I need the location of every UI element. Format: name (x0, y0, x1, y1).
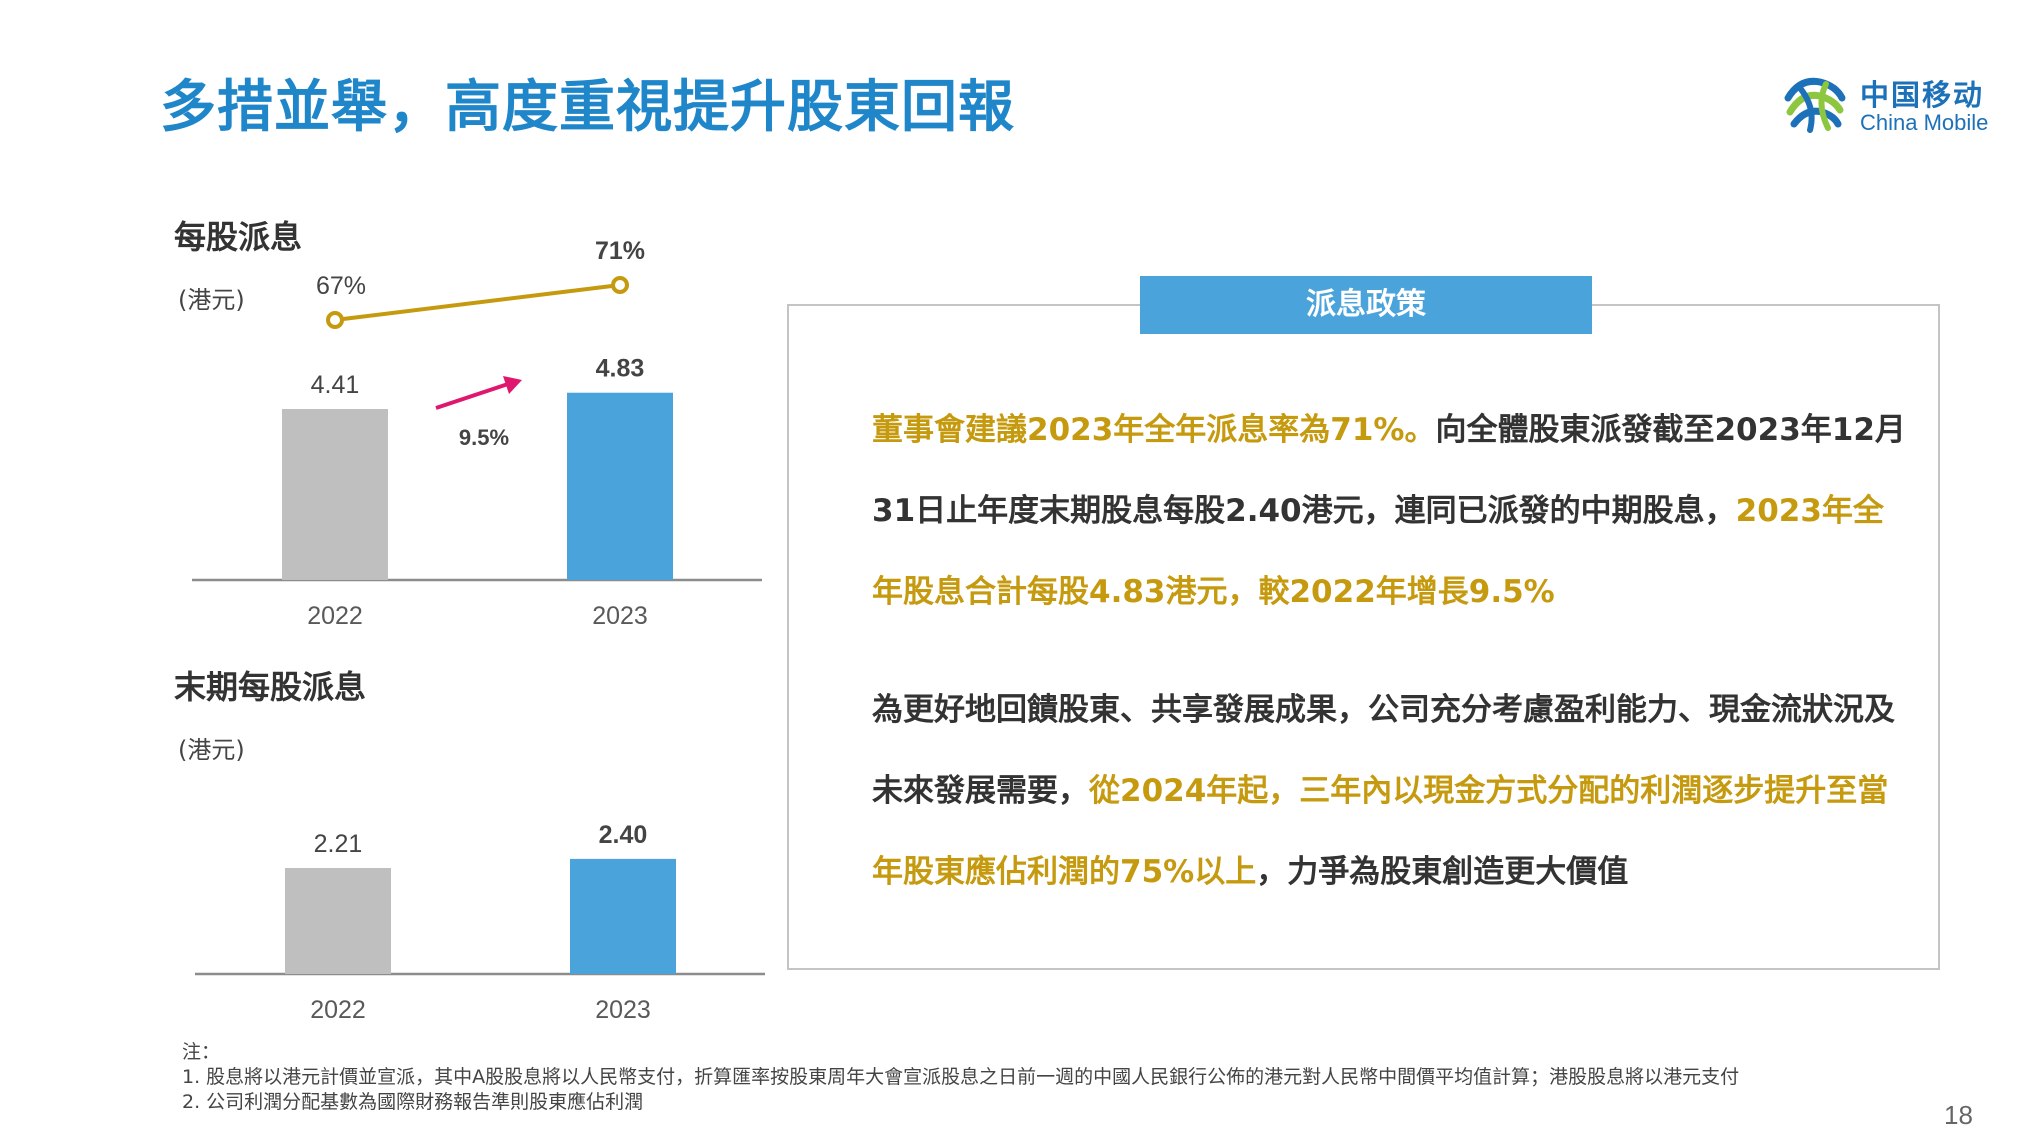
chart1-category-label-2023: 2023 (592, 602, 648, 630)
chart2-category-label-2022: 2022 (310, 996, 366, 1024)
chart2-bar-2023 (570, 858, 676, 974)
payout-ratio-line (334, 283, 621, 322)
logo-text-en: China Mobile (1860, 110, 1989, 135)
growth-arrow-line (435, 382, 509, 410)
footnotes: 注： 1. 股息將以港元計價並宣派，其中A股股息將以人民幣支付，折算匯率按股東周… (182, 1040, 1739, 1115)
chart1-bar-2023 (567, 392, 673, 580)
growth-label: 9.5% (459, 425, 509, 450)
footnote-1: 1. 股息將以港元計價並宣派，其中A股股息將以人民幣支付，折算匯率按股東周年大會… (182, 1066, 1740, 1088)
payout-ratio-label-2022: 67% (316, 272, 366, 300)
chart2-category-label-2023: 2023 (595, 996, 651, 1024)
policy-paragraph-2: 為更好地回饋股東、共享發展成果，公司充分考慮盈利能力、現金流狀況及未來發展需要，… (872, 670, 1912, 913)
chart1-bar-2022 (282, 409, 388, 580)
chart1-unit: (港元) (178, 286, 245, 314)
page-title: 多措並舉，高度重視提升股東回報 (160, 75, 1015, 140)
policy-tag: 派息政策 (1140, 276, 1592, 334)
chart2-value-label-2022: 2.21 (314, 830, 363, 858)
policy-p2-seg-1: 為更好地回饋股東、共享發展成果，公司充分考慮盈利能力、現金流狀況及未來發展需要， (872, 692, 1895, 809)
policy-p2-seg-3: ，力爭為股東創造更大價值 (1256, 854, 1629, 890)
chart1-value-label-2023: 4.83 (596, 355, 645, 383)
logo-text-cn: 中国移动 (1860, 78, 1985, 112)
footnote-header: 注： (182, 1041, 221, 1063)
payout-ratio-point-2023 (611, 276, 629, 294)
chart2-value-label-2023: 2.40 (599, 821, 648, 849)
china-mobile-logo-icon (1784, 77, 1846, 133)
policy-p1-seg-3: 2023年全年股息合計每股4.83港元，較2022年增長9.5% (872, 493, 1884, 610)
chart2-title: 末期每股派息 (174, 668, 367, 706)
footnote-2: 2. 公司利潤分配基數為國際財務報告準則股東應佔利潤 (182, 1091, 644, 1113)
chart1-value-label-2022: 4.41 (311, 371, 360, 399)
payout-ratio-label-2023: 71% (595, 237, 645, 265)
payout-ratio-point-2022 (326, 311, 344, 329)
growth-arrow-head (503, 376, 522, 394)
policy-paragraph-1: 董事會建議2023年全年派息率為71%。向全體股東派發截至2023年12月31日… (872, 390, 1912, 633)
page-number: 18 (1944, 1100, 1973, 1130)
chart2-unit: (港元) (178, 736, 245, 764)
policy-p1-seg-2: 向全體股東派發截至2023年12月31日止年度末期股息每股2.40港元，連同已派… (872, 412, 1906, 529)
policy-p2-seg-2: 從2024年起，三年內以現金方式分配的利潤逐步提升至當年股東應佔利潤的75%以上 (872, 773, 1889, 890)
chart1-title: 每股派息 (174, 218, 303, 256)
policy-p1-seg-1: 董事會建議2023年全年派息率為71%。 (872, 412, 1436, 448)
chart2-bar-2022 (285, 868, 391, 974)
chart1-category-label-2022: 2022 (307, 602, 363, 630)
china-mobile-logo: 中国移动 China Mobile (1780, 64, 1990, 144)
